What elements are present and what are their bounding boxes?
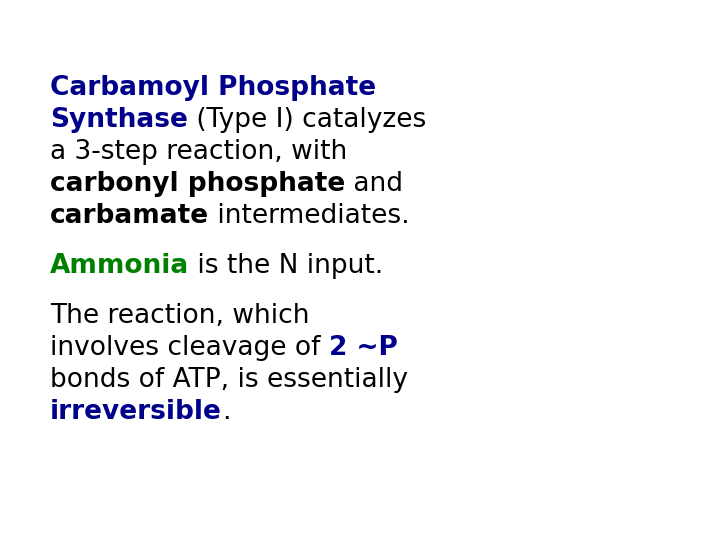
Text: Ammonia: Ammonia [50,253,189,279]
Text: a 3-step reaction, with: a 3-step reaction, with [50,139,347,165]
Text: involves cleavage of: involves cleavage of [50,335,329,361]
Text: and: and [346,171,403,197]
Text: irreversible: irreversible [50,399,222,425]
Text: carbonyl phosphate: carbonyl phosphate [50,171,346,197]
Text: .: . [222,399,230,425]
Text: (Type I) catalyzes: (Type I) catalyzes [188,107,426,133]
Text: Synthase: Synthase [50,107,188,133]
Text: intermediates.: intermediates. [209,203,410,229]
Text: bonds of ATP, is essentially: bonds of ATP, is essentially [50,367,408,393]
Text: 2 ~P: 2 ~P [329,335,397,361]
Text: is the N input.: is the N input. [189,253,384,279]
Text: carbamate: carbamate [50,203,209,229]
Text: The reaction, which: The reaction, which [50,303,310,329]
Text: Carbamoyl Phosphate: Carbamoyl Phosphate [50,75,376,101]
